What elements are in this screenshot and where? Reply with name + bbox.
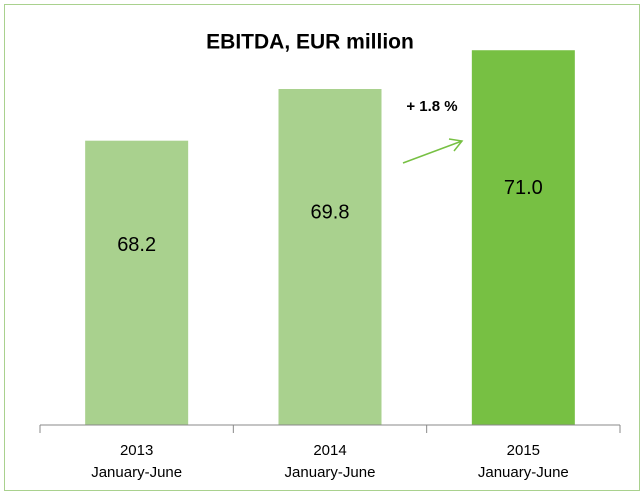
x-tick-label: 2013: [120, 442, 153, 459]
bar: [85, 140, 189, 425]
growth-arrow: [402, 138, 464, 164]
x-tick-label: 2014: [313, 442, 346, 459]
bar: [471, 50, 575, 425]
bar: [278, 89, 382, 425]
x-tick-sublabel: January-June: [285, 464, 376, 481]
chart-title: EBITDA, EUR million: [206, 31, 414, 54]
x-tick-sublabel: January-June: [478, 464, 569, 481]
value-label: 71.0: [504, 177, 543, 199]
x-tick-label: 2015: [507, 442, 540, 459]
x-tick-sublabel: January-June: [91, 464, 182, 481]
annotation: + 1.8 %: [406, 98, 457, 115]
value-label: 69.8: [311, 202, 350, 224]
value-label: 68.2: [117, 234, 156, 256]
